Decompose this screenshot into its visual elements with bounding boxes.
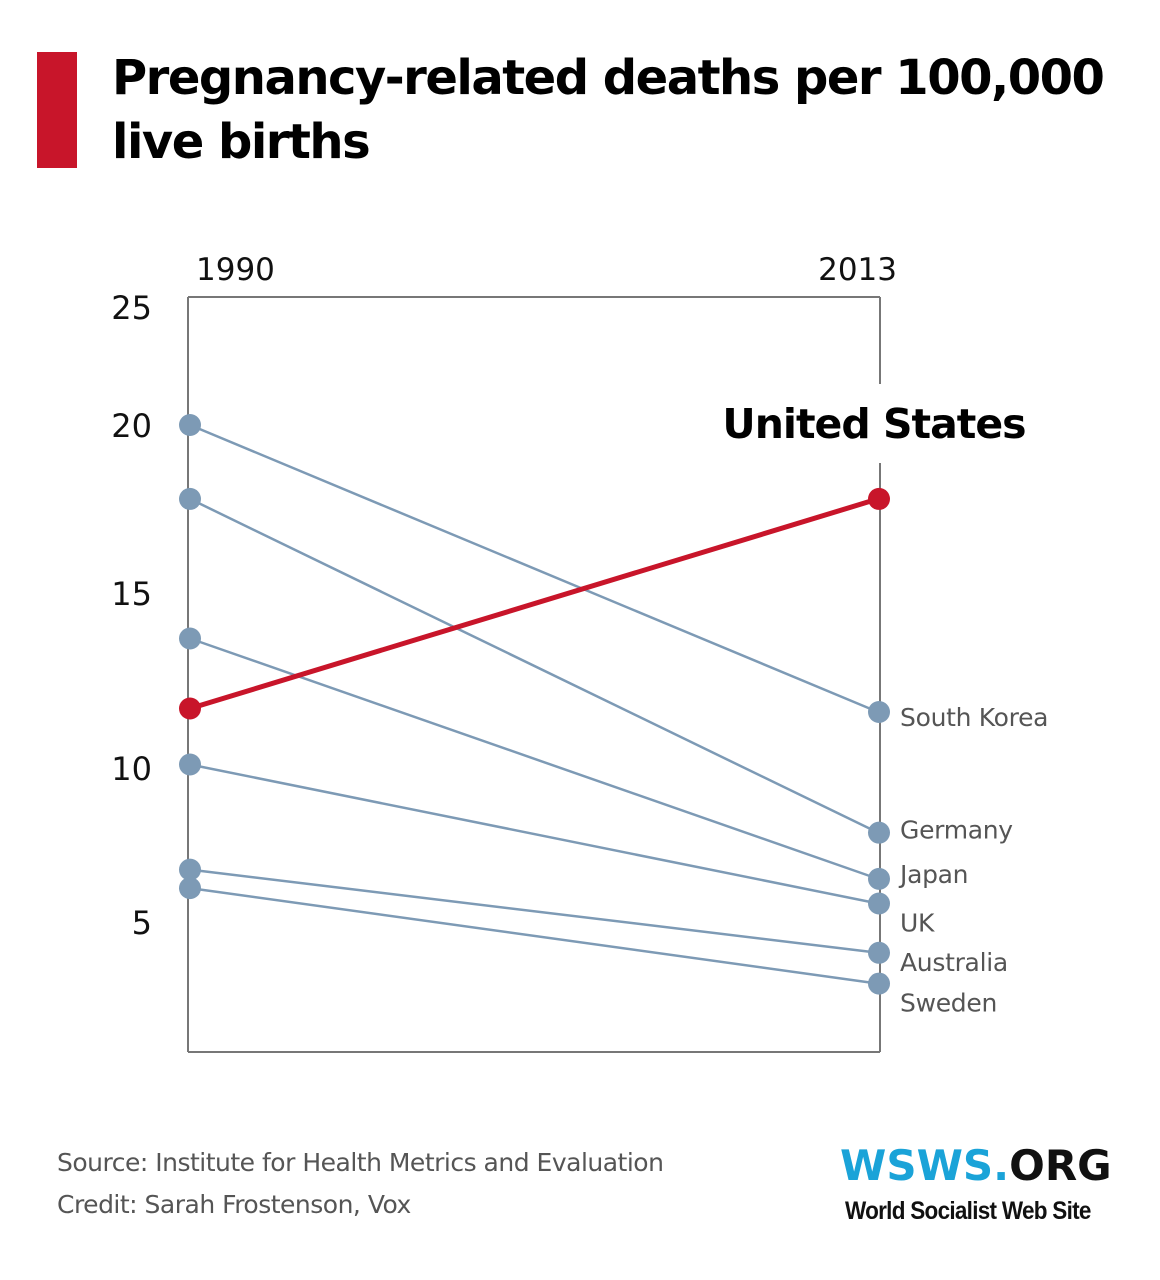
y-tick-label: 20 [111,407,152,445]
series-line [188,637,880,881]
data-point [868,821,890,844]
series-label: Australia [900,948,1008,977]
series-line [188,497,880,834]
data-point [179,627,201,650]
data-point [868,867,890,890]
y-tick-labels: 25 20 15 10 5 [111,289,152,942]
credit-note: Credit: Sarah Frostenson, Vox [57,1190,411,1219]
data-point [179,697,201,720]
data-point [868,972,890,995]
data-point [868,941,890,964]
y-tick-label: 15 [111,575,152,613]
data-point [179,487,201,510]
series-line [188,886,880,985]
series-line [188,868,880,955]
series-label: UK [900,909,935,938]
series-labels: South Korea Germany Japan UK Australia Sweden… [722,400,1048,1018]
x-tick-label: 2013 [818,252,897,288]
data-point [179,753,201,776]
series-lines [187,423,881,985]
y-tick-label: 10 [111,750,152,788]
series-label: Japan [898,860,968,889]
wsws-logo: WSWS.ORG [840,1142,1112,1190]
source-note: Source: Institute for Health Metrics and… [57,1148,664,1177]
logo-org: ORG [1009,1141,1112,1190]
series-label: Sweden [900,989,997,1018]
x-tick-labels: 1990 2013 [196,252,897,288]
series-label-highlight: United States [722,400,1025,448]
logo-wsws: WSWS. [840,1141,1010,1190]
data-point [868,487,890,510]
data-point [868,892,890,915]
data-point [179,414,201,436]
data-point [179,858,201,881]
chart-title: Pregnancy-related deaths per 100,000 liv… [112,50,1105,170]
y-tick-label: 25 [111,289,152,327]
x-tick-label: 1990 [196,252,275,288]
series-label: Germany [900,816,1013,845]
data-point [179,877,201,900]
logo-tagline: World Socialist Web Site [845,1197,1091,1225]
series-line [188,763,880,905]
series-line [187,496,881,711]
series-label: South Korea [900,703,1048,732]
series-points [179,414,890,995]
y-tick-label: 5 [132,904,152,942]
title-accent-bar [37,52,77,168]
series-line [188,423,880,714]
data-point [868,701,890,723]
